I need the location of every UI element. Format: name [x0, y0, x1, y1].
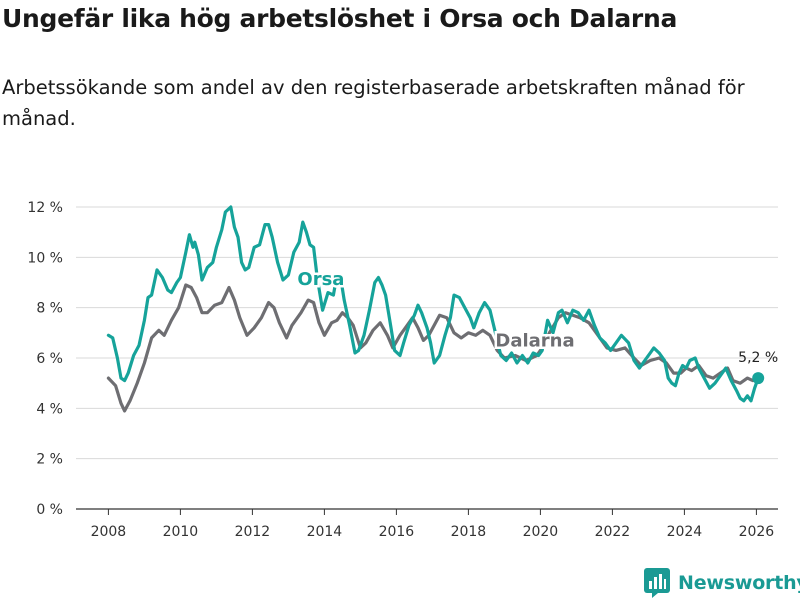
- x-tick-label: 2020: [523, 524, 559, 540]
- series-lines: [106, 205, 760, 413]
- annotations: Dalarna Orsa 5,2 %: [295, 267, 778, 385]
- x-tick-label: 2018: [451, 524, 487, 540]
- x-tick-label: 2012: [235, 524, 271, 540]
- y-tick-label: 8 %: [36, 301, 63, 317]
- y-tick-label: 10 %: [27, 250, 63, 266]
- gridlines: [76, 206, 778, 510]
- end-value-label: 5,2 %: [738, 350, 778, 366]
- x-tick-label: 2010: [163, 524, 199, 540]
- series-line-dalarna: [106, 283, 760, 413]
- y-tick-label: 4 %: [36, 401, 63, 417]
- y-axis: 0 % 2 % 4 % 6 % 8 % 10 % 12 %: [27, 200, 63, 518]
- y-tick-label: 6 %: [36, 351, 63, 367]
- brand-logo: Newsworthy: [644, 568, 800, 598]
- y-tick-label: 2 %: [36, 452, 63, 468]
- x-axis: 2008 2010 2012 2014 2016 2018 2020 2022 2024 2026: [91, 509, 775, 540]
- series-line-orsa: [106, 205, 760, 403]
- x-tick-label: 2014: [307, 524, 343, 540]
- brand-name: Newsworthy: [678, 572, 800, 594]
- chart-subtitle: Arbetssökande som andel av den registerb…: [2, 76, 745, 130]
- y-tick-label: 0 %: [36, 502, 63, 518]
- series-end-marker: [752, 372, 765, 385]
- x-tick-label: 2008: [91, 524, 127, 540]
- x-tick-label: 2016: [379, 524, 415, 540]
- x-tick-label: 2024: [667, 524, 703, 540]
- y-tick-label: 12 %: [27, 200, 63, 216]
- series-label-dalarna: Dalarna: [495, 331, 574, 352]
- series-label-orsa: Orsa: [297, 269, 344, 290]
- x-tick-label: 2022: [595, 524, 631, 540]
- chart-title: Ungefär lika hög arbetslöshet i Orsa och…: [2, 4, 678, 33]
- x-tick-label: 2026: [739, 524, 775, 540]
- newsworthy-logo-icon: [644, 568, 670, 598]
